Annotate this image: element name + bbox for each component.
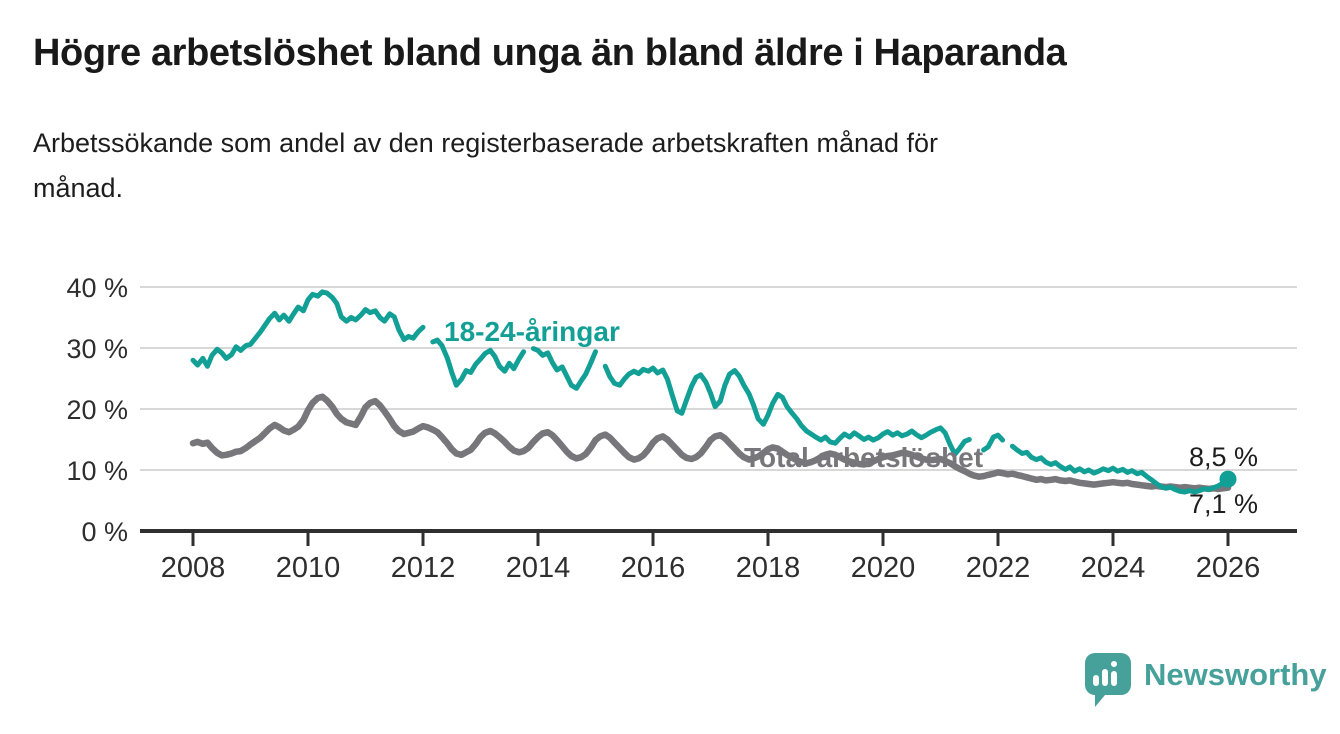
end-value-label-youth: 8,5 % [1188,442,1258,472]
end-value-label-total: 7,1 % [1188,489,1258,519]
x-tick-label: 2012 [391,552,456,584]
total-series-line [189,393,1232,493]
newsworthy-branding: Newsworthy [1085,653,1327,707]
x-tick-label: 2010 [276,552,341,584]
youth-end-dot [1219,470,1237,488]
x-tick-label: 2022 [966,552,1031,584]
x-tick-label: 2020 [851,552,916,584]
page-title: Högre arbetslöshet bland unga än bland ä… [33,32,1067,74]
x-tick-label: 2018 [736,552,801,584]
x-tick-label: 2024 [1081,552,1146,584]
newsworthy-logo-text: Newsworthy [1144,657,1327,692]
chart-subtitle-line-1: Arbetssökande som andel av den registerb… [33,128,939,158]
chart-subtitle-line-2: månad. [33,173,124,203]
y-tick-label: 30 % [66,334,128,364]
y-tick-label: 40 % [66,273,128,303]
x-tick-label: 2026 [1196,552,1261,584]
x-tick-label: 2008 [161,552,226,584]
y-tick-label: 0 % [81,517,128,547]
y-tick-label: 20 % [66,395,128,425]
y-tick-label: 10 % [66,456,128,486]
series-label-total: Total arbetslöshet [744,442,984,473]
newsworthy-logo-icon [1085,653,1131,707]
x-tick-label: 2014 [506,552,571,584]
x-tick-label: 2016 [621,552,686,584]
youth-series-line [190,289,1231,495]
series-label-youth: 18-24-åringar [444,316,620,347]
